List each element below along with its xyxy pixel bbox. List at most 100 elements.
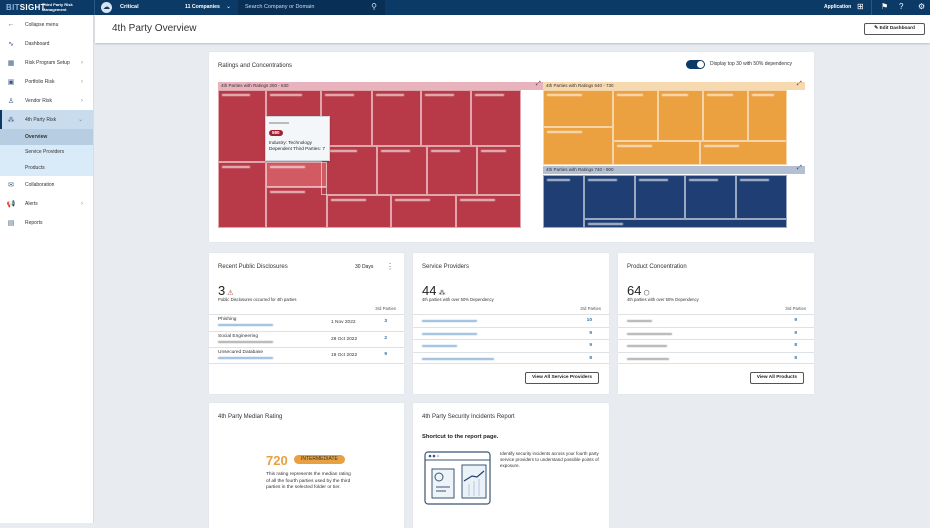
treemap-tile[interactable] bbox=[391, 195, 456, 228]
treemap-tile[interactable] bbox=[703, 90, 748, 141]
treemap-tile[interactable] bbox=[748, 90, 787, 141]
table-row[interactable]: Social Engineering 28 Oct 2022 2 bbox=[209, 330, 404, 348]
sidebar-item-reports[interactable]: ▤ Reports bbox=[7, 220, 43, 227]
sidebar-item-collaboration[interactable]: ✉ Collaboration bbox=[0, 176, 93, 195]
treemap-tile[interactable] bbox=[427, 146, 477, 195]
sidebar-item-4th-party-risk[interactable]: ⁂ 4th Party Risk ⌄ bbox=[0, 110, 93, 129]
table-row[interactable]: 8 bbox=[618, 351, 814, 364]
treemap-tile[interactable] bbox=[543, 127, 613, 165]
treemap-tile[interactable] bbox=[377, 146, 427, 195]
vendor-icon: ♙ bbox=[7, 97, 15, 105]
sidebar-item-portfolio-risk[interactable]: ▣ Portfolio Risk › bbox=[7, 78, 83, 86]
treemap-high-ratings bbox=[543, 175, 787, 228]
column-header: 3rd Parties bbox=[580, 306, 601, 311]
table-row[interactable]: 8 bbox=[413, 351, 609, 364]
treemap-tile-hovered[interactable] bbox=[266, 162, 327, 187]
sidebar-subitem-products[interactable]: Products bbox=[25, 164, 45, 171]
blurred-company-link[interactable] bbox=[218, 357, 273, 359]
blurred-product-name bbox=[627, 332, 672, 335]
sidebar-item-risk-program-setup[interactable]: ▦ Risk Program Setup › bbox=[7, 59, 83, 67]
treemap-tile[interactable] bbox=[218, 90, 266, 162]
treemap-tile[interactable] bbox=[543, 90, 613, 127]
treemap-tile[interactable] bbox=[700, 141, 787, 165]
expand-icon[interactable]: ⤢ bbox=[797, 165, 802, 171]
blurred-provider-link[interactable] bbox=[422, 320, 477, 322]
companies-dropdown[interactable]: 11 Companies bbox=[185, 4, 220, 10]
treemap-group-header-low[interactable]: 4th Parties with Ratings 250 - 630 bbox=[218, 82, 543, 90]
treemap-tile[interactable] bbox=[456, 195, 521, 228]
expand-icon[interactable]: ⤢ bbox=[536, 81, 541, 87]
sidebar-collapse-menu[interactable]: ← Collapse menu bbox=[7, 21, 59, 28]
apps-grid-icon[interactable]: ⊞ bbox=[857, 2, 864, 11]
card-title: Recent Public Disclosures bbox=[218, 264, 288, 270]
network-icon: ⁂ bbox=[438, 290, 446, 297]
table-row[interactable]: 9 bbox=[413, 326, 609, 340]
sidebar-item-dashboard[interactable]: ∿ Dashboard bbox=[0, 34, 93, 53]
sidebar-subitem-service-providers[interactable]: Service Providers bbox=[25, 149, 65, 156]
folder-selector[interactable]: Critical bbox=[120, 4, 139, 10]
treemap-tile[interactable] bbox=[218, 162, 266, 228]
edit-dashboard-button[interactable]: ✎ Edit Dashboard bbox=[864, 23, 925, 35]
table-row[interactable]: 10 bbox=[413, 314, 609, 327]
sidebar-subitem-overview[interactable]: Overview bbox=[0, 129, 93, 145]
service-providers-card: Service Providers 44 ⁂ 4th parties with o… bbox=[413, 253, 609, 394]
column-header: 3rd Parties bbox=[375, 306, 396, 311]
treemap-group-header-high[interactable]: 4th Parties with Ratings 740 - 900 bbox=[543, 166, 805, 174]
treemap-tile[interactable] bbox=[613, 90, 658, 141]
treemap-tile[interactable] bbox=[584, 175, 635, 219]
median-rating-value: 720 bbox=[266, 453, 288, 468]
treemap-tile[interactable] bbox=[477, 146, 521, 195]
chevron-right-icon: › bbox=[81, 201, 83, 207]
period-selector[interactable]: 30 Days bbox=[355, 264, 374, 270]
treemap-tile[interactable] bbox=[421, 90, 471, 146]
tooltip-industry: Industry: Technology bbox=[269, 140, 312, 145]
blurred-company-link[interactable] bbox=[218, 340, 273, 343]
bitsight-logo[interactable]: BITSIGHT bbox=[6, 3, 46, 12]
treemap-tile[interactable] bbox=[266, 187, 327, 228]
arrow-left-icon: ← bbox=[7, 21, 15, 28]
treemap-tile[interactable] bbox=[736, 175, 787, 219]
chevron-down-icon[interactable]: ⌄ bbox=[226, 4, 232, 10]
expand-icon[interactable]: ⤢ bbox=[797, 81, 802, 87]
blurred-provider-link[interactable] bbox=[422, 345, 457, 347]
page-header: 4th Party Overview ✎ Edit Dashboard bbox=[95, 15, 930, 43]
help-icon[interactable]: ? bbox=[899, 2, 904, 11]
table-row[interactable]: Unsecured Database 19 Oct 2022 9 bbox=[209, 347, 404, 364]
incidents-description: Identify security incidents across your … bbox=[500, 451, 599, 468]
blurred-provider-link[interactable] bbox=[422, 357, 494, 360]
treemap-tile[interactable] bbox=[584, 219, 787, 228]
sidebar-item-alerts[interactable]: 📢 Alerts › bbox=[6, 201, 83, 208]
table-row[interactable]: 8 bbox=[618, 339, 814, 352]
megaphone-icon: 📢 bbox=[6, 201, 16, 208]
treemap-tile[interactable] bbox=[635, 175, 685, 219]
toggle-label: Display top 30 with 50% dependency bbox=[710, 61, 792, 67]
blurred-company-link[interactable] bbox=[218, 324, 273, 326]
treemap-tile[interactable] bbox=[543, 175, 584, 228]
treemap-tile[interactable] bbox=[327, 195, 391, 228]
chevron-right-icon: › bbox=[81, 97, 83, 104]
table-row[interactable]: 9 bbox=[618, 326, 814, 340]
treemap-tile[interactable] bbox=[613, 141, 700, 165]
sidebar-item-vendor-risk[interactable]: ♙ Vendor Risk › bbox=[7, 97, 83, 105]
search-input[interactable]: Search Company or Domain ⚲ bbox=[238, 0, 385, 15]
report-shortcut-link[interactable]: Shortcut to the report page. bbox=[422, 434, 499, 440]
search-icon[interactable]: ⚲ bbox=[371, 2, 377, 11]
application-menu[interactable]: Application bbox=[824, 4, 852, 10]
more-options-icon[interactable]: ⋮ bbox=[386, 262, 394, 271]
settings-gear-icon[interactable]: ⚙ bbox=[918, 2, 926, 11]
notifications-icon[interactable]: ⚑ bbox=[881, 2, 889, 11]
view-all-products-button[interactable]: View All Products bbox=[749, 372, 804, 384]
table-row[interactable]: 9 bbox=[618, 314, 814, 327]
table-row[interactable]: 9 bbox=[413, 339, 609, 352]
treemap-tile[interactable] bbox=[685, 175, 736, 219]
treemap-tile[interactable] bbox=[372, 90, 421, 146]
treemap-tile[interactable] bbox=[471, 90, 521, 146]
table-row[interactable]: Phishing 1 Nov 2022 3 bbox=[209, 314, 404, 331]
top-bar: BITSIGHT Third Party Risk Management ☁ C… bbox=[0, 0, 930, 15]
median-rating-card: 4th Party Median Rating 720 INTERMEDIATE… bbox=[209, 403, 404, 528]
treemap-group-header-mid[interactable]: 4th Parties with Ratings 640 - 730 bbox=[543, 82, 805, 90]
top30-toggle[interactable] bbox=[686, 60, 705, 69]
blurred-provider-link[interactable] bbox=[422, 332, 477, 335]
treemap-tile[interactable] bbox=[658, 90, 703, 141]
view-all-service-providers-button[interactable]: View All Service Providers bbox=[525, 372, 599, 384]
